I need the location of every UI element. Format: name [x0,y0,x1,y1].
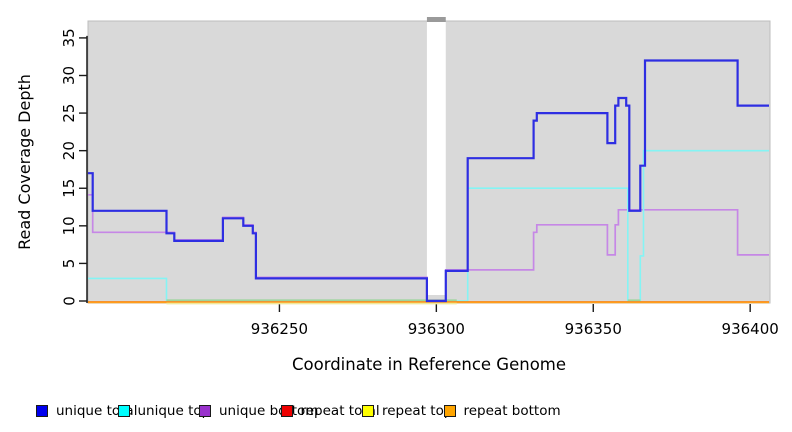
legend-label: repeat top [382,403,453,419]
x-tick-label: 936350 [565,320,622,338]
legend-swatch-icon [443,405,456,417]
y-tick-label: 0 [60,296,78,306]
legend-swatch-icon [117,405,130,417]
x-tick-label: 936400 [722,320,779,338]
legend-item-repeat-total: repeat total [280,402,380,420]
y-tick-label: 30 [60,66,78,85]
legend-swatch-icon [199,405,211,417]
legend-swatch-icon [36,405,48,417]
y-tick-label: 10 [60,216,78,235]
series-unique-total [88,59,769,303]
gap-band-top-notch [426,17,446,22]
y-tick-label: 25 [60,104,78,123]
legend-label: repeat bottom [463,403,561,419]
legend-swatch-icon [280,405,293,417]
y-axis-title: Read Coverage Depth [15,74,34,250]
y-tick-label: 15 [60,179,78,198]
x-tick-label: 936300 [408,320,465,338]
legend-item-unique-top: unique top [117,402,211,420]
legend-item-repeat-top: repeat top [362,402,452,420]
legend-label: unique bottom [219,403,319,419]
legend-item-unique-total: unique total [36,402,137,420]
y-tick-label: 5 [60,259,78,269]
x-axis-title: Coordinate in Reference Genome [292,355,566,374]
series-unique-top [88,149,769,302]
legend-label: unique total [56,403,138,419]
legend-swatch-icon [362,405,374,417]
chart-legend: unique total unique top unique bottom repea… [0,402,792,424]
y-tick-label: 35 [60,28,78,47]
x-tick-label: 936250 [251,320,308,338]
legend-label: repeat total [300,403,380,419]
gap-band [426,22,446,295]
legend-item-unique-bottom: unique bottom [199,402,318,420]
y-tick-label: 20 [60,141,78,160]
legend-label: unique top [137,403,211,419]
legend-item-repeat-bottom: repeat bottom [443,402,561,420]
